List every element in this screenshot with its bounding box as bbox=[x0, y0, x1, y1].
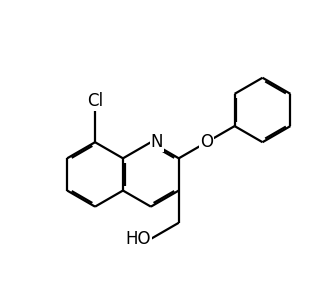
Text: HO: HO bbox=[125, 230, 151, 248]
Text: O: O bbox=[200, 133, 213, 151]
Text: Cl: Cl bbox=[87, 92, 103, 110]
Text: N: N bbox=[151, 133, 163, 151]
